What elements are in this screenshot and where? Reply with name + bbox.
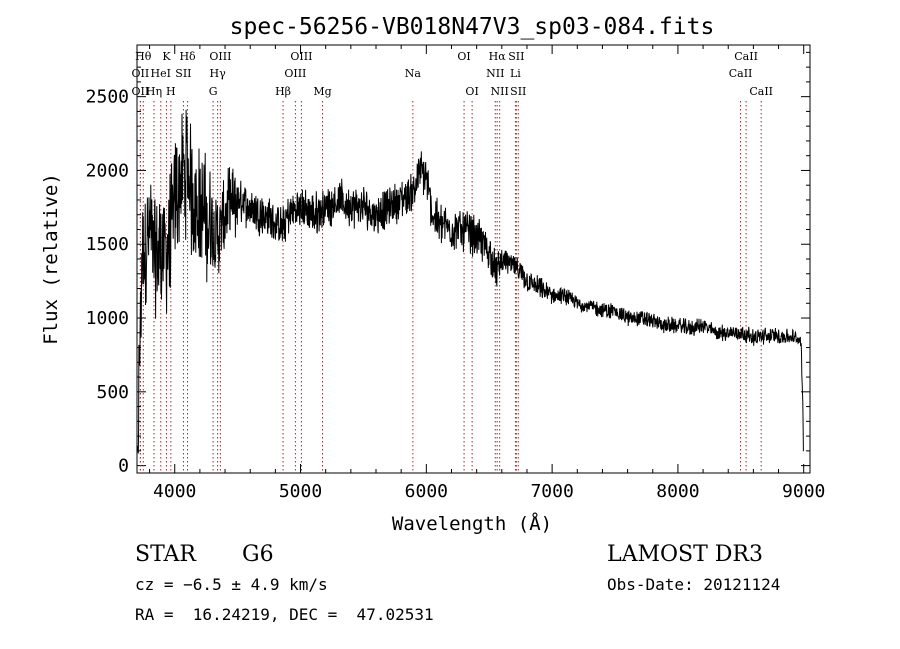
spectral-line-label: Hβ — [275, 85, 291, 98]
radec-label: RA = 16.24219, DEC = 47.02531 — [135, 605, 434, 624]
spectral-line-label: Na — [405, 67, 422, 80]
spectral-line-label: Hδ — [179, 50, 196, 63]
obs-date-label: Obs-Date: 20121124 — [607, 575, 780, 594]
spectral-line-label: Hα — [489, 50, 507, 63]
survey-label: LAMOST DR3 — [607, 542, 763, 567]
spectral-line-label: G — [209, 85, 218, 98]
spectral-line-label: OII — [132, 67, 150, 80]
spectral-line-label: CaII — [729, 67, 753, 80]
y-tick-label: 2500 — [86, 87, 129, 108]
spectral-line-label: Mg — [313, 85, 331, 98]
spectral-line-label: OI — [465, 85, 478, 98]
x-tick-label: 7000 — [530, 481, 573, 502]
spectral-line-label: NII — [486, 67, 504, 80]
y-tick-label: 0 — [118, 456, 129, 477]
spectral-line-label: CaII — [734, 50, 758, 63]
spectral-line-label: CaII — [749, 85, 773, 98]
spectral-line-label: K — [162, 50, 171, 63]
x-tick-label: 9000 — [782, 481, 825, 502]
y-tick-label: 500 — [96, 382, 129, 403]
spectral-line-label: OI — [457, 50, 470, 63]
y-tick-label: 1000 — [86, 308, 129, 329]
subclass-label: G6 — [242, 542, 274, 567]
redshift-label: cz = −6.5 ± 4.9 km/s — [135, 575, 328, 594]
x-tick-label: 8000 — [656, 481, 699, 502]
spectral-line-label: SII — [175, 67, 191, 80]
plot-frame — [136, 44, 811, 474]
spectral-line-label: OIII — [290, 50, 312, 63]
spectral-line-label: HeI — [151, 67, 171, 80]
y-tick-label: 2000 — [86, 160, 129, 181]
x-tick-label: 6000 — [405, 481, 448, 502]
spectral-line-label: H — [166, 85, 176, 98]
axis-ticks: 4000 5000 6000 7000 8000 9000 0 500 1000 1500 2000… — [86, 45, 825, 502]
spectral-line-label: SII — [508, 50, 524, 63]
spectral-line-label: Hη — [146, 85, 162, 98]
spectral-line-label: OIII — [284, 67, 306, 80]
class-label: STAR — [135, 542, 197, 567]
spectral-line-label: Hγ — [210, 67, 227, 80]
spectral-line-label: SII — [510, 85, 526, 98]
spectral-line-label: Hθ — [135, 50, 152, 63]
spectral-line-label: Li — [510, 67, 521, 80]
x-axis-label: Wavelength (Å) — [392, 512, 552, 535]
spectrum-line — [136, 109, 804, 454]
chart-title: spec-56256-VB018N47V3_sp03-084.fits — [230, 14, 715, 40]
spectral-line-label: NII — [491, 85, 509, 98]
x-tick-label: 5000 — [279, 481, 322, 502]
x-tick-label: 4000 — [153, 481, 196, 502]
spectral-line-label: OII — [132, 85, 150, 98]
y-axis-label: Flux (relative) — [40, 173, 62, 345]
y-tick-label: 1500 — [86, 234, 129, 255]
spectrum-series — [136, 109, 804, 454]
spectral-line-label: OIII — [209, 50, 231, 63]
